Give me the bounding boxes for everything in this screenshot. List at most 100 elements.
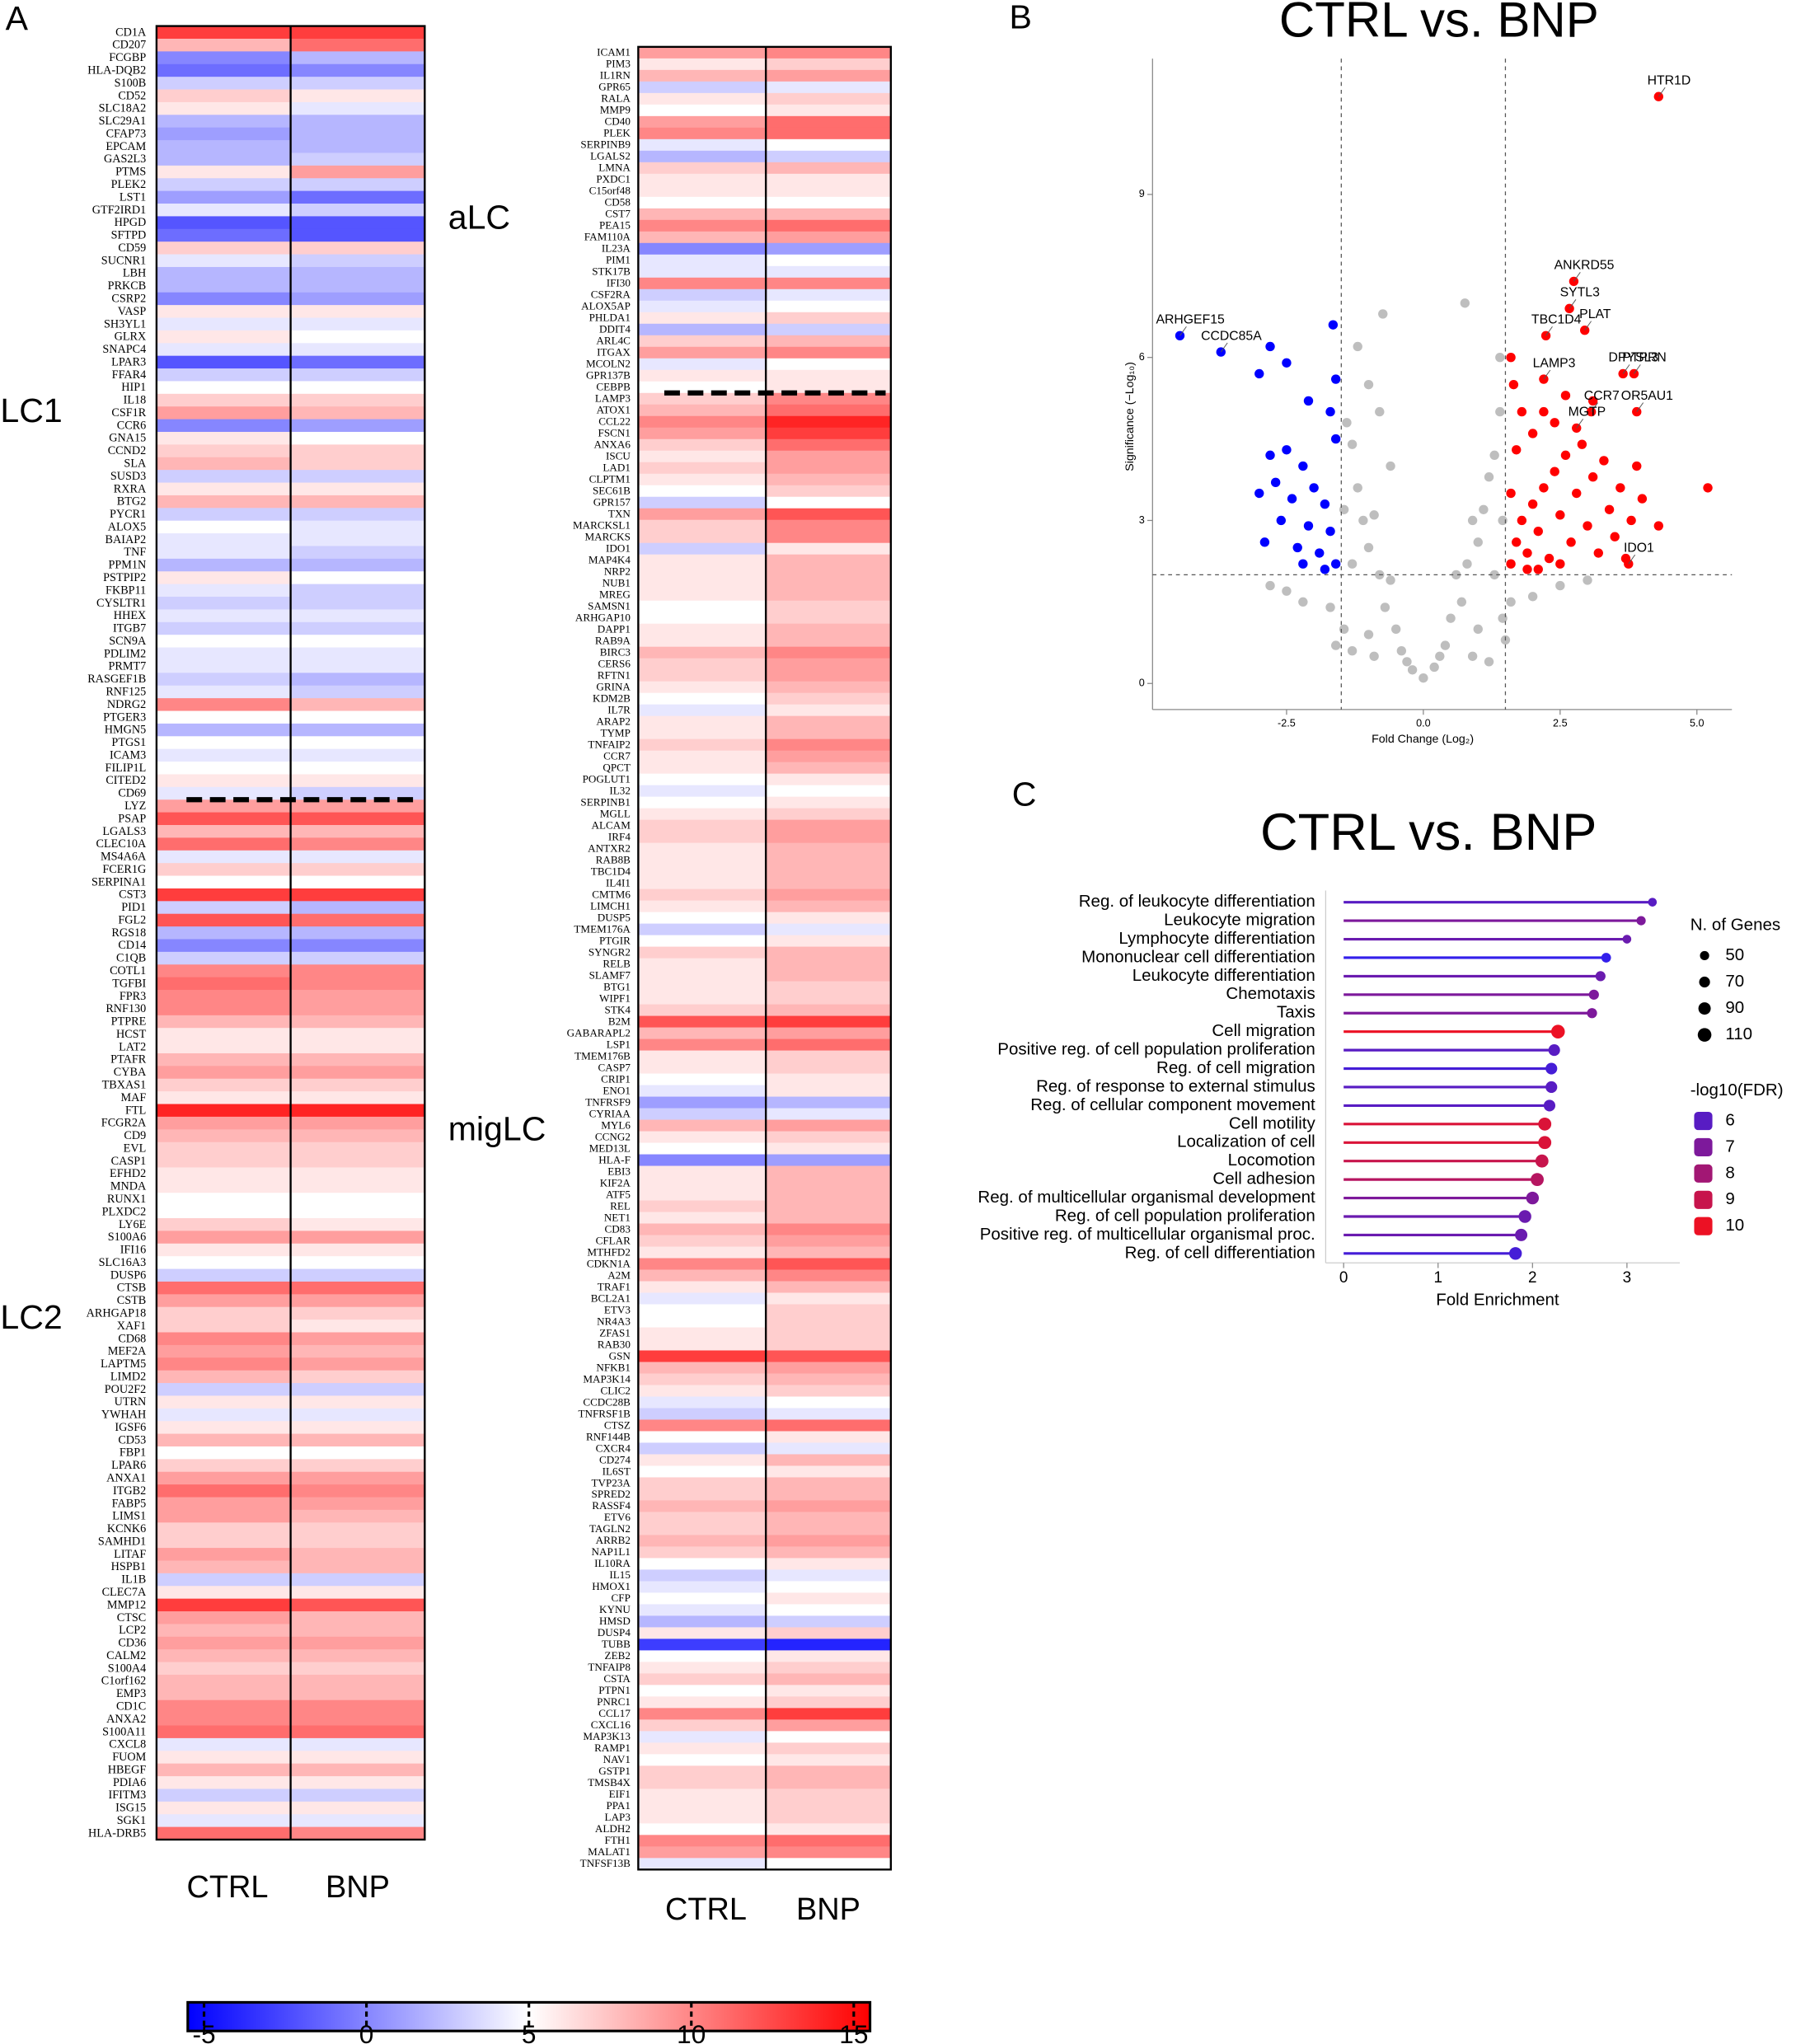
heat-cell bbox=[290, 964, 425, 978]
point bbox=[1298, 461, 1308, 471]
heat-cell bbox=[290, 1357, 425, 1371]
heat-cell bbox=[156, 406, 291, 420]
point bbox=[1587, 472, 1598, 482]
heat-cell bbox=[156, 647, 291, 661]
heat-cell bbox=[156, 533, 291, 546]
gene-label: ARL4C bbox=[596, 335, 631, 347]
panel-label: A bbox=[6, 0, 29, 37]
gene-label: SEC61B bbox=[593, 485, 631, 497]
heat-cell bbox=[156, 330, 291, 344]
gene-label: LIMCH1 bbox=[590, 899, 631, 912]
point bbox=[1328, 320, 1339, 330]
gene-label: NAP1L1 bbox=[592, 1545, 631, 1558]
heat-cell bbox=[766, 1442, 891, 1455]
gene-label: LAD1 bbox=[603, 462, 631, 474]
heat-cell bbox=[766, 681, 891, 694]
category-label: Leukocyte migration bbox=[1164, 911, 1315, 930]
heat-cell bbox=[290, 1662, 425, 1676]
gene-label: CITED2 bbox=[106, 774, 146, 787]
gene-label: IL7R bbox=[607, 703, 631, 715]
category-label: Reg. of leukocyte differentiation bbox=[1079, 892, 1315, 911]
point bbox=[1282, 445, 1292, 455]
heat-cell bbox=[638, 1685, 767, 1697]
gene-label: IFI16 bbox=[120, 1244, 147, 1257]
heat-cell bbox=[638, 1396, 767, 1409]
heat-cell bbox=[290, 317, 425, 331]
heat-cell bbox=[766, 1281, 891, 1293]
heat-cell bbox=[638, 254, 767, 267]
heat-cell bbox=[290, 1052, 425, 1067]
dot bbox=[1548, 1044, 1560, 1057]
category-label: Cell migration bbox=[1212, 1021, 1315, 1040]
gene-label: FILIP1L bbox=[106, 762, 147, 775]
point bbox=[1347, 439, 1358, 449]
heat-cell bbox=[156, 1078, 291, 1092]
heat-cell bbox=[766, 1142, 891, 1156]
heat-cell bbox=[290, 406, 425, 420]
point bbox=[1347, 559, 1358, 569]
gene-label: SLAMF7 bbox=[589, 968, 631, 981]
heat-cell bbox=[766, 1246, 891, 1259]
label-leader bbox=[1220, 342, 1228, 353]
category-label: Reg. of cell differentiation bbox=[1125, 1243, 1315, 1262]
gene-label: CD9 bbox=[124, 1129, 146, 1142]
heat-cell bbox=[638, 1673, 767, 1685]
heat-cell bbox=[638, 1050, 767, 1063]
point bbox=[1512, 537, 1522, 547]
gene-label: PXDC1 bbox=[596, 173, 631, 185]
gene-label: RELB bbox=[603, 957, 631, 969]
heat-cell bbox=[766, 242, 891, 256]
heat-cell bbox=[290, 1446, 425, 1460]
heat-cell bbox=[638, 958, 767, 971]
heat-cell bbox=[290, 1636, 425, 1650]
heat-cell bbox=[156, 419, 291, 433]
heat-cell bbox=[638, 438, 767, 452]
dot bbox=[1648, 898, 1658, 907]
heat-cell bbox=[290, 1535, 425, 1549]
heat-cell bbox=[638, 1581, 767, 1593]
group-label: migLC bbox=[448, 1109, 546, 1147]
colorbar-tick-label: 10 bbox=[677, 2019, 706, 2044]
heat-cell bbox=[766, 1015, 891, 1029]
column-label: BNP bbox=[796, 1892, 860, 1927]
heat-cell bbox=[290, 152, 425, 166]
point bbox=[1583, 575, 1592, 585]
gene-label: GABARAPL2 bbox=[567, 1026, 631, 1038]
heat-cell bbox=[290, 1155, 425, 1168]
heat-cell bbox=[290, 1028, 425, 1042]
legend-label: 6 bbox=[1725, 1110, 1734, 1129]
heat-cell bbox=[766, 1858, 891, 1870]
heat-cell bbox=[156, 444, 291, 458]
heat-cell bbox=[156, 1598, 291, 1612]
gene-label: DDIT4 bbox=[599, 323, 631, 335]
heat-cell bbox=[766, 1488, 891, 1501]
legend-swatch bbox=[1694, 1217, 1713, 1235]
gene-label: MREG bbox=[599, 588, 631, 601]
gene-label: NFKB1 bbox=[596, 1361, 631, 1373]
gene-label: GPR65 bbox=[598, 81, 631, 93]
heat-cell bbox=[638, 531, 767, 544]
heat-cell bbox=[156, 1611, 291, 1624]
heat-cell bbox=[156, 901, 291, 915]
label-leader bbox=[1576, 419, 1584, 429]
gene-label: ICAM1 bbox=[597, 46, 631, 59]
point bbox=[1330, 559, 1341, 569]
heat-cell bbox=[766, 69, 891, 82]
heat-cell bbox=[156, 1142, 291, 1156]
heat-cell bbox=[766, 404, 891, 417]
heat-cell bbox=[156, 825, 291, 838]
label-leader bbox=[1179, 326, 1187, 336]
gene-label: MYL6 bbox=[601, 1118, 631, 1131]
heat-cell bbox=[766, 612, 891, 625]
point bbox=[1339, 504, 1349, 514]
heat-cell bbox=[290, 546, 425, 560]
gene-label: S100B bbox=[115, 77, 147, 90]
gene-label: ENO1 bbox=[603, 1084, 631, 1096]
point bbox=[1703, 483, 1713, 493]
heat-cell bbox=[638, 265, 767, 279]
gene-label: HMGN5 bbox=[105, 724, 147, 737]
gene-label: FPR3 bbox=[120, 990, 146, 1003]
heat-cell bbox=[156, 1737, 291, 1751]
heat-cell bbox=[156, 89, 291, 103]
heat-cell bbox=[290, 77, 425, 91]
